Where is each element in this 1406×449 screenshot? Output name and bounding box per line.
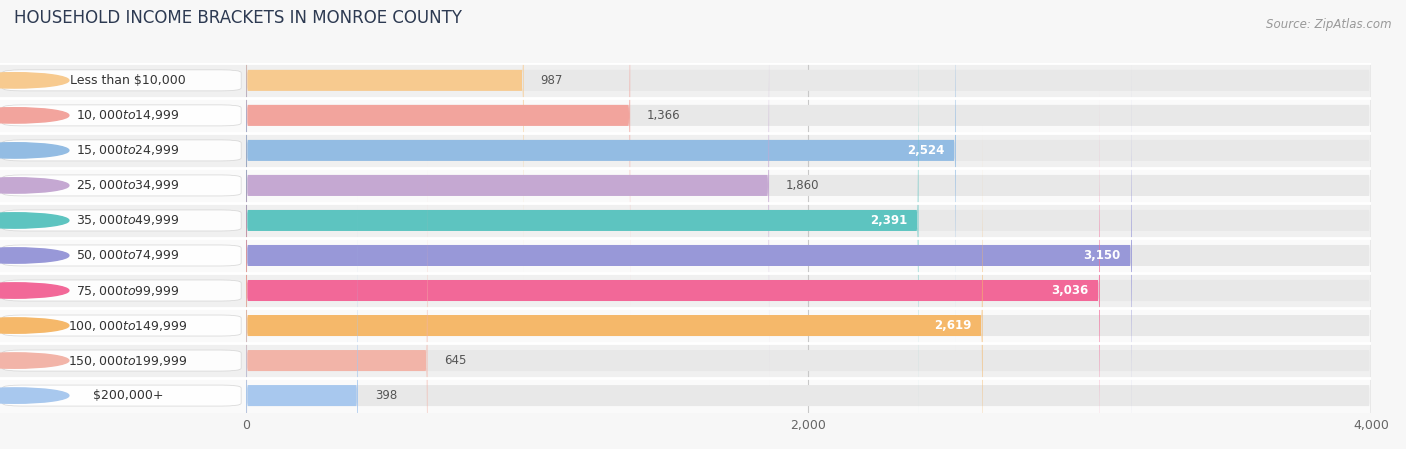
Bar bbox=[246, 308, 1371, 343]
Text: Source: ZipAtlas.com: Source: ZipAtlas.com bbox=[1267, 18, 1392, 31]
Text: 2,524: 2,524 bbox=[907, 144, 945, 157]
FancyBboxPatch shape bbox=[246, 0, 956, 350]
FancyBboxPatch shape bbox=[246, 126, 1371, 449]
Circle shape bbox=[0, 213, 69, 228]
Bar bbox=[246, 98, 1371, 133]
FancyBboxPatch shape bbox=[246, 0, 1371, 350]
FancyBboxPatch shape bbox=[246, 21, 1371, 420]
Bar bbox=[0, 168, 246, 203]
Circle shape bbox=[0, 283, 69, 298]
FancyBboxPatch shape bbox=[3, 280, 242, 301]
FancyBboxPatch shape bbox=[246, 0, 630, 315]
FancyBboxPatch shape bbox=[3, 350, 242, 371]
Text: 645: 645 bbox=[444, 354, 467, 367]
FancyBboxPatch shape bbox=[246, 161, 427, 449]
Text: $10,000 to $14,999: $10,000 to $14,999 bbox=[76, 108, 180, 123]
Circle shape bbox=[0, 178, 69, 193]
Text: $150,000 to $199,999: $150,000 to $199,999 bbox=[69, 353, 187, 368]
Text: $35,000 to $49,999: $35,000 to $49,999 bbox=[76, 213, 180, 228]
FancyBboxPatch shape bbox=[3, 70, 242, 91]
FancyBboxPatch shape bbox=[246, 0, 769, 385]
Bar bbox=[0, 133, 246, 168]
Text: 3,036: 3,036 bbox=[1052, 284, 1088, 297]
FancyBboxPatch shape bbox=[246, 0, 1371, 280]
Text: $25,000 to $34,999: $25,000 to $34,999 bbox=[76, 178, 180, 193]
Text: $200,000+: $200,000+ bbox=[93, 389, 163, 402]
FancyBboxPatch shape bbox=[246, 56, 1132, 449]
FancyBboxPatch shape bbox=[3, 175, 242, 196]
FancyBboxPatch shape bbox=[246, 196, 359, 449]
Bar bbox=[0, 98, 246, 133]
FancyBboxPatch shape bbox=[3, 385, 242, 406]
Circle shape bbox=[0, 388, 69, 403]
Text: $15,000 to $24,999: $15,000 to $24,999 bbox=[76, 143, 180, 158]
FancyBboxPatch shape bbox=[246, 196, 1371, 449]
Bar bbox=[0, 203, 246, 238]
Text: $100,000 to $149,999: $100,000 to $149,999 bbox=[69, 318, 187, 333]
FancyBboxPatch shape bbox=[246, 56, 1371, 449]
Text: HOUSEHOLD INCOME BRACKETS IN MONROE COUNTY: HOUSEHOLD INCOME BRACKETS IN MONROE COUN… bbox=[14, 9, 463, 27]
Text: $75,000 to $99,999: $75,000 to $99,999 bbox=[76, 283, 180, 298]
Bar bbox=[246, 63, 1371, 98]
Text: 398: 398 bbox=[375, 389, 396, 402]
Bar bbox=[246, 343, 1371, 378]
FancyBboxPatch shape bbox=[246, 91, 1371, 449]
Text: 2,391: 2,391 bbox=[870, 214, 907, 227]
Text: 1,366: 1,366 bbox=[647, 109, 681, 122]
Text: Less than $10,000: Less than $10,000 bbox=[70, 74, 186, 87]
FancyBboxPatch shape bbox=[3, 315, 242, 336]
Bar bbox=[0, 378, 246, 413]
Text: 2,619: 2,619 bbox=[934, 319, 972, 332]
FancyBboxPatch shape bbox=[246, 0, 523, 280]
Bar bbox=[246, 168, 1371, 203]
Bar bbox=[246, 273, 1371, 308]
Text: 3,150: 3,150 bbox=[1084, 249, 1121, 262]
FancyBboxPatch shape bbox=[246, 126, 983, 449]
Text: 1,860: 1,860 bbox=[786, 179, 820, 192]
FancyBboxPatch shape bbox=[246, 0, 1371, 385]
FancyBboxPatch shape bbox=[3, 105, 242, 126]
Circle shape bbox=[0, 143, 69, 158]
Bar bbox=[246, 378, 1371, 413]
Bar bbox=[246, 203, 1371, 238]
FancyBboxPatch shape bbox=[246, 161, 1371, 449]
Bar bbox=[0, 238, 246, 273]
Bar bbox=[246, 133, 1371, 168]
FancyBboxPatch shape bbox=[3, 210, 242, 231]
Text: 987: 987 bbox=[540, 74, 562, 87]
FancyBboxPatch shape bbox=[246, 0, 1371, 315]
FancyBboxPatch shape bbox=[246, 21, 918, 420]
FancyBboxPatch shape bbox=[3, 245, 242, 266]
Bar bbox=[0, 63, 246, 98]
Bar bbox=[0, 273, 246, 308]
Circle shape bbox=[0, 73, 69, 88]
Bar bbox=[246, 238, 1371, 273]
Circle shape bbox=[0, 108, 69, 123]
Text: $50,000 to $74,999: $50,000 to $74,999 bbox=[76, 248, 180, 263]
FancyBboxPatch shape bbox=[246, 91, 1099, 449]
FancyBboxPatch shape bbox=[3, 140, 242, 161]
Bar bbox=[0, 343, 246, 378]
Circle shape bbox=[0, 353, 69, 368]
Circle shape bbox=[0, 248, 69, 263]
Circle shape bbox=[0, 318, 69, 333]
Bar bbox=[0, 308, 246, 343]
